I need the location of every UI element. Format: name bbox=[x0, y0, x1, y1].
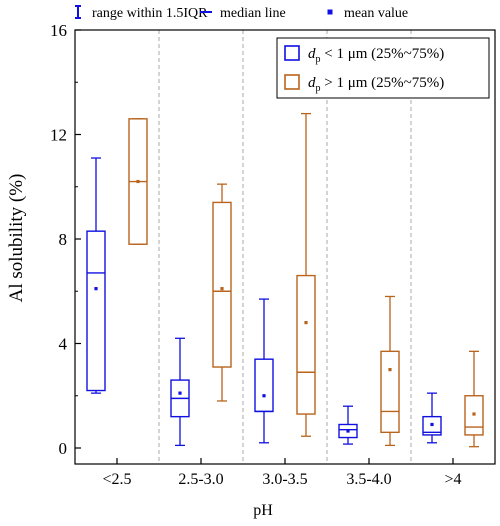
iqr-box bbox=[296, 274, 316, 415]
box-small-4 bbox=[422, 392, 442, 444]
box-small-1 bbox=[170, 337, 190, 447]
mean-marker bbox=[304, 321, 308, 325]
top-legend-label: median line bbox=[220, 6, 286, 21]
box-large-4 bbox=[464, 350, 484, 448]
mean-marker bbox=[136, 179, 140, 184]
y-tick-label: 4 bbox=[59, 335, 68, 354]
box-small-3 bbox=[338, 405, 358, 445]
mean-symbol bbox=[327, 9, 333, 15]
mean-marker bbox=[346, 429, 350, 433]
x-tick-label: >4 bbox=[444, 471, 461, 488]
box-small-2 bbox=[254, 298, 274, 444]
top-legend-item: mean value bbox=[327, 6, 408, 21]
x-tick-label: 2.5-3.0 bbox=[178, 471, 223, 488]
mean-marker bbox=[388, 368, 392, 372]
box-large-0 bbox=[128, 118, 148, 245]
y-tick-label: 12 bbox=[50, 126, 67, 145]
mean-marker bbox=[430, 422, 434, 427]
x-tick-label: 3.5-4.0 bbox=[346, 471, 391, 488]
series-legend-label: dp > 1 μm (25%~75%) bbox=[308, 75, 444, 94]
series-legend-label: dp < 1 μm (25%~75%) bbox=[308, 46, 444, 65]
top-legend-label: mean value bbox=[344, 6, 408, 21]
iqr-box bbox=[254, 358, 274, 413]
series-legend: dp < 1 μm (25%~75%) dp > 1 μm (25%~75%) bbox=[276, 37, 490, 99]
y-tick-label: 8 bbox=[59, 230, 68, 249]
mean-marker bbox=[94, 287, 98, 291]
y-tick-label: 0 bbox=[59, 439, 68, 458]
plot-area: 0 4 8 12 16 <2.5 2.5-3.0 3.0-3.5 3.5-4.0 >4 range … bbox=[50, 5, 496, 488]
iqr-box bbox=[212, 201, 232, 368]
mean-marker bbox=[178, 391, 182, 395]
box-large-1 bbox=[212, 183, 232, 402]
top-legend-item: range within 1.5IQR bbox=[75, 5, 208, 21]
x-tick-label: <2.5 bbox=[102, 471, 131, 488]
series-legend-frame bbox=[276, 37, 490, 99]
mean-marker bbox=[220, 287, 224, 291]
mean-marker bbox=[472, 412, 476, 416]
top-legend-item: median line bbox=[200, 6, 286, 21]
x-axis-label: pH bbox=[253, 502, 273, 519]
box-large-2 bbox=[296, 112, 316, 437]
mean-marker bbox=[262, 394, 266, 398]
top-legend-label: range within 1.5IQR bbox=[92, 6, 208, 21]
series-legend-swatch bbox=[284, 74, 300, 90]
y-axis-label: Al solubility (%) bbox=[6, 174, 27, 303]
iqr-box bbox=[86, 230, 106, 392]
x-tick-label: 3.0-3.5 bbox=[262, 471, 307, 488]
box-large-3 bbox=[380, 295, 400, 447]
box-small-0 bbox=[86, 157, 106, 394]
y-tick-label: 16 bbox=[50, 21, 67, 40]
series-legend-swatch bbox=[284, 45, 300, 61]
iqr-box bbox=[380, 350, 400, 434]
